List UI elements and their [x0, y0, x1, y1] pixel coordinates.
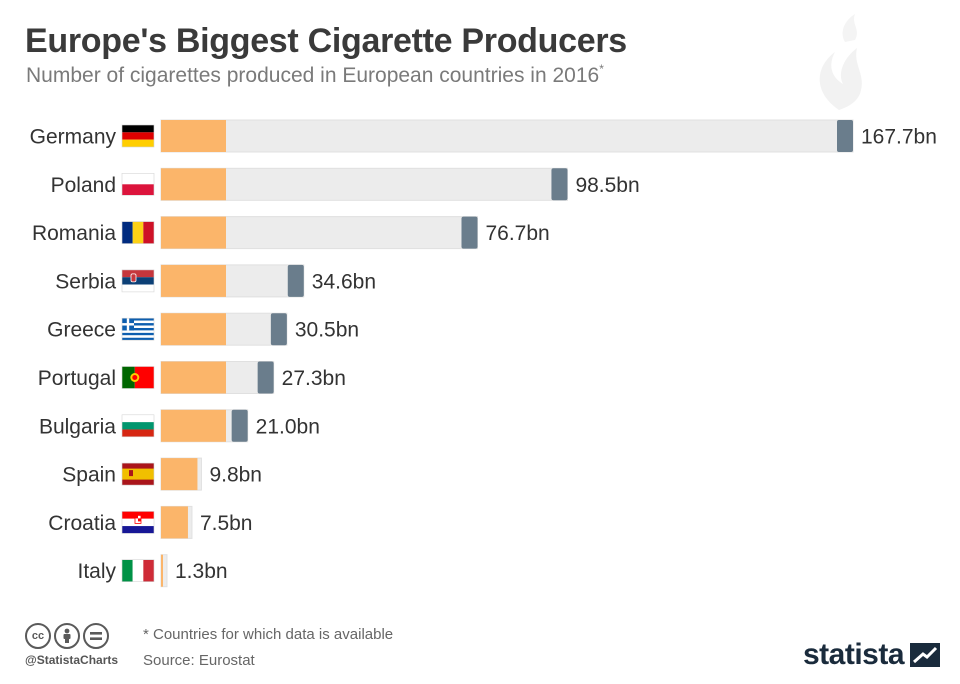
bar-filter-greece — [161, 313, 226, 346]
bar-tip-serbia — [287, 264, 304, 297]
flag-croatia-icon — [121, 511, 155, 534]
bar-filter-serbia — [161, 264, 226, 297]
country-label-croatia: Croatia — [48, 512, 116, 535]
smoke-icon — [819, 14, 862, 110]
bar-tip-romania — [461, 216, 478, 249]
cc-icon[interactable]: cc — [25, 623, 51, 649]
bar-filter-portugal — [161, 361, 226, 394]
bar-tip-germany — [837, 120, 853, 152]
footer-license: cc @StatistaCharts — [25, 623, 118, 667]
country-label-serbia: Serbia — [55, 270, 116, 293]
country-label-portugal: Portugal — [38, 367, 116, 390]
country-label-poland: Poland — [51, 174, 116, 197]
by-icon[interactable] — [54, 623, 80, 649]
source-note: Source: Eurostat — [143, 652, 255, 669]
flag-bulgaria-icon — [121, 414, 155, 438]
nd-icon[interactable] — [83, 623, 109, 649]
statista-logo-icon — [910, 643, 941, 667]
country-label-bulgaria: Bulgaria — [39, 415, 116, 438]
country-label-spain: Spain — [62, 464, 116, 487]
country-label-greece: Greece — [47, 319, 116, 342]
country-label-italy: Italy — [77, 560, 116, 583]
bar-tip-greece — [270, 313, 287, 346]
flag-spain-icon — [121, 462, 155, 486]
value-label-croatia: 7.5bn — [200, 512, 253, 535]
flag-italy-icon — [121, 559, 155, 583]
country-label-romania: Romania — [32, 222, 116, 245]
footnote: * Countries for which data is available — [143, 626, 394, 643]
statista-logo[interactable]: statista — [803, 638, 941, 672]
country-label-germany: Germany — [30, 126, 117, 149]
flag-germany-icon — [121, 124, 155, 148]
chart-title: Europe's Biggest Cigarette Producers — [25, 22, 627, 60]
bar-tip-portugal — [257, 361, 274, 394]
value-label-italy: 1.3bn — [175, 560, 228, 583]
value-label-spain: 9.8bn — [209, 464, 262, 487]
flag-portugal-icon — [121, 366, 155, 389]
flag-greece-icon — [121, 317, 155, 341]
bar-filter-croatia — [161, 506, 188, 539]
value-label-greece: 30.5bn — [295, 319, 359, 342]
bar-filter-bulgaria — [161, 409, 226, 442]
chart-subtitle: Number of cigarettes produced in Europea… — [26, 62, 604, 88]
subtitle-asterisk: * — [599, 62, 604, 76]
value-label-poland: 98.5bn — [575, 174, 639, 197]
bar-filter-poland — [161, 168, 226, 201]
bar-germany — [160, 119, 854, 153]
statista-handle[interactable]: @StatistaCharts — [25, 653, 119, 667]
flag-poland-icon — [121, 173, 155, 196]
bar-filter-germany — [161, 120, 226, 152]
value-label-romania: 76.7bn — [485, 222, 549, 245]
bar-filter-romania — [161, 216, 226, 249]
bar-tip-bulgaria — [231, 409, 248, 442]
value-label-serbia: 34.6bn — [312, 270, 376, 293]
subtitle-text: Number of cigarettes produced in Europea… — [26, 64, 600, 87]
statista-wordmark: statista — [803, 638, 905, 671]
bar-tip-poland — [551, 168, 568, 201]
bar-filter-spain — [161, 458, 198, 491]
flag-romania-icon — [121, 221, 155, 244]
value-label-bulgaria: 21.0bn — [256, 415, 320, 438]
bar-filter-italy — [161, 554, 163, 587]
flag-serbia-icon — [121, 269, 155, 293]
value-label-portugal: 27.3bn — [282, 367, 346, 390]
value-label-germany: 167.7bn — [861, 126, 937, 149]
